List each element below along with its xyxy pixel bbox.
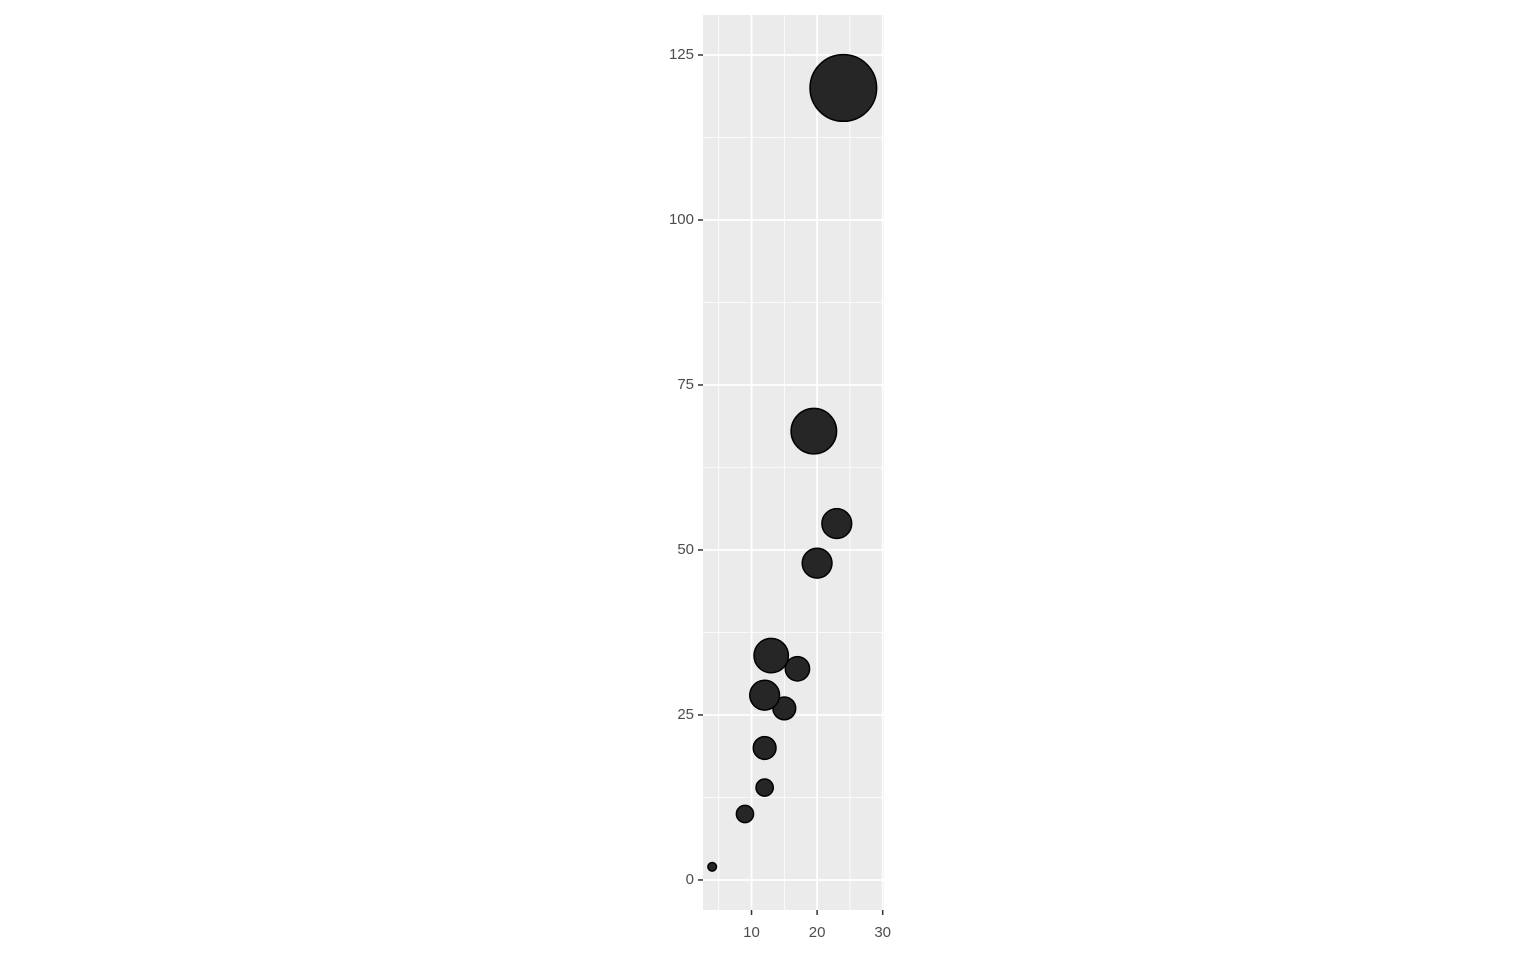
x-tick-label: 30	[874, 924, 891, 941]
y-tick-label: 125	[669, 46, 694, 63]
bubble	[753, 637, 790, 674]
panel	[703, 15, 884, 910]
y-tick-label: 50	[677, 541, 694, 558]
bubble	[821, 507, 853, 540]
y-tick-label: 75	[677, 376, 694, 393]
y-tick-label: 0	[686, 871, 694, 888]
y-tick-label: 100	[669, 211, 694, 228]
x-tick-label: 20	[809, 924, 826, 941]
bubble	[752, 735, 777, 761]
bubble	[748, 679, 781, 711]
bubble	[735, 804, 755, 824]
bubble	[755, 778, 774, 797]
bubble	[790, 407, 838, 455]
bubble	[784, 655, 811, 682]
y-tick-label: 25	[677, 706, 694, 723]
bubble	[707, 861, 718, 872]
bubble	[809, 53, 878, 123]
x-tick-label: 10	[743, 924, 760, 941]
bubble	[801, 547, 833, 579]
